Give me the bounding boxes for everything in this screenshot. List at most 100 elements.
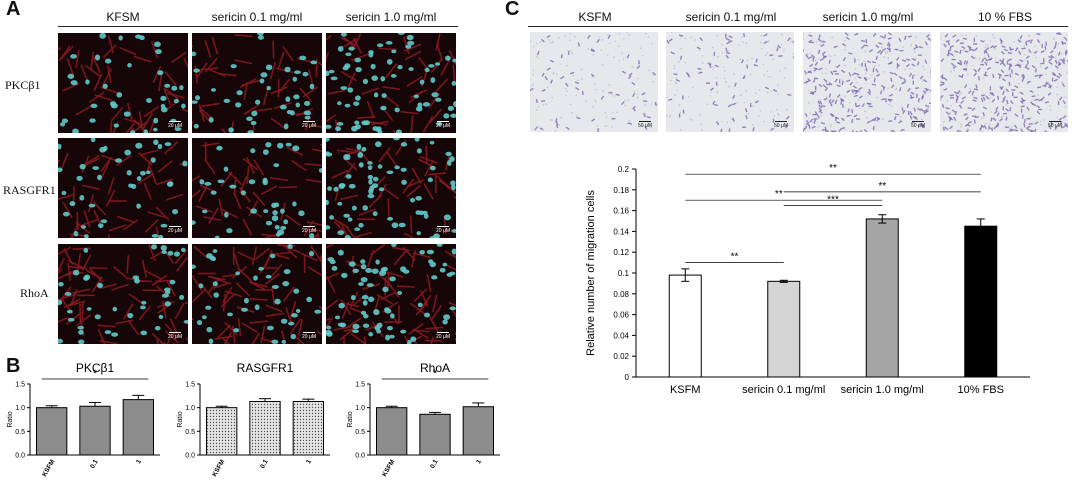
x-tick-label: 0.1 xyxy=(89,458,100,470)
migrated-cell xyxy=(792,40,794,43)
migrated-cell xyxy=(564,82,569,87)
nucleus xyxy=(365,267,373,273)
pore xyxy=(1007,125,1010,128)
migrated-cell xyxy=(949,52,954,57)
pore xyxy=(618,32,621,35)
nucleus xyxy=(136,176,142,181)
nucleus xyxy=(360,276,368,283)
migrated-cell xyxy=(754,100,760,104)
nucleus xyxy=(127,312,134,319)
migrated-cell xyxy=(861,103,866,108)
migrated-cell xyxy=(852,89,858,93)
cell-process xyxy=(403,232,416,238)
nucleus xyxy=(160,223,168,228)
cell-process xyxy=(140,149,159,156)
migrated-cell xyxy=(834,116,838,121)
pore xyxy=(723,69,726,72)
migrated-cell xyxy=(887,98,892,103)
nucleus xyxy=(143,129,149,133)
pore xyxy=(1034,56,1037,59)
pore xyxy=(684,62,687,64)
panel-a-header-rule xyxy=(58,26,458,27)
nucleus xyxy=(134,34,142,39)
nucleus xyxy=(318,168,322,173)
migrated-cell xyxy=(763,40,768,45)
micrograph-rhoa-0: 20 μM xyxy=(58,244,188,344)
nucleus xyxy=(109,101,117,107)
cell-process xyxy=(210,276,229,284)
migrated-cell xyxy=(992,73,995,79)
migrated-cell xyxy=(1034,121,1039,125)
migrated-cell xyxy=(804,125,808,130)
pore xyxy=(1057,43,1060,45)
cell-process xyxy=(151,274,168,287)
pore xyxy=(884,50,887,53)
nucleus xyxy=(58,143,62,150)
cell-process xyxy=(239,176,248,194)
pore xyxy=(674,94,676,96)
migrated-cell xyxy=(813,67,818,70)
migrated-cell xyxy=(1005,116,1008,121)
cell-process xyxy=(233,191,242,210)
cell-process xyxy=(193,245,208,259)
pore xyxy=(770,111,772,113)
pore xyxy=(975,35,978,38)
nucleus xyxy=(165,289,171,295)
y-tick-label: 0.04 xyxy=(613,331,629,340)
y-tick-label: 0.5 xyxy=(185,429,195,436)
nucleus xyxy=(326,199,329,206)
pore xyxy=(698,49,701,51)
nucleus xyxy=(257,35,264,40)
migrated-cell xyxy=(600,95,605,100)
migrated-cell xyxy=(1001,77,1006,82)
nucleus xyxy=(429,140,435,145)
nucleus xyxy=(443,214,451,221)
pore xyxy=(989,97,992,100)
pore xyxy=(855,81,858,84)
nucleus xyxy=(405,44,412,49)
nucleus xyxy=(428,64,435,68)
migrated-cell xyxy=(970,55,975,60)
cell-process xyxy=(382,86,401,91)
nucleus xyxy=(351,205,357,211)
y-tick-label: 0.5 xyxy=(15,429,25,436)
migrated-cell xyxy=(1049,50,1054,54)
nucleus xyxy=(298,210,305,217)
nucleus xyxy=(262,149,269,155)
cell-process xyxy=(108,224,127,232)
cell-process xyxy=(406,184,421,198)
panel-c-col-head-1: sericin 0.1 mg/ml xyxy=(685,10,777,24)
migrated-cell xyxy=(896,62,900,67)
migrated-cell xyxy=(881,84,885,89)
pore xyxy=(821,72,824,75)
migrated-cell xyxy=(851,89,855,94)
pore xyxy=(986,60,988,63)
nucleus xyxy=(86,307,92,311)
migrated-cell xyxy=(965,116,969,121)
migrated-cell xyxy=(818,107,823,112)
cell-process xyxy=(102,44,117,59)
migrated-cell xyxy=(1026,106,1030,111)
cell-process xyxy=(435,33,441,51)
cell-process xyxy=(81,184,100,190)
migrated-cell xyxy=(1058,96,1063,101)
cell-process xyxy=(259,257,271,274)
cell-process xyxy=(115,319,134,325)
migrated-cell xyxy=(597,128,600,132)
pore xyxy=(752,105,755,107)
nucleus xyxy=(155,48,162,55)
migrated-cell xyxy=(999,118,1004,122)
cell-process xyxy=(443,263,456,271)
migrated-cell xyxy=(560,54,563,59)
migrated-cell xyxy=(902,59,907,62)
migrated-cell xyxy=(581,90,584,96)
cell-process xyxy=(326,51,330,62)
pore xyxy=(631,65,634,68)
cell-process xyxy=(420,155,438,164)
x-tick-label: 1 xyxy=(305,458,313,465)
nucleus xyxy=(250,208,258,214)
micrograph-texture xyxy=(192,244,322,344)
cell-process xyxy=(208,68,226,77)
nucleus xyxy=(415,106,423,112)
migrated-cell xyxy=(965,60,969,65)
